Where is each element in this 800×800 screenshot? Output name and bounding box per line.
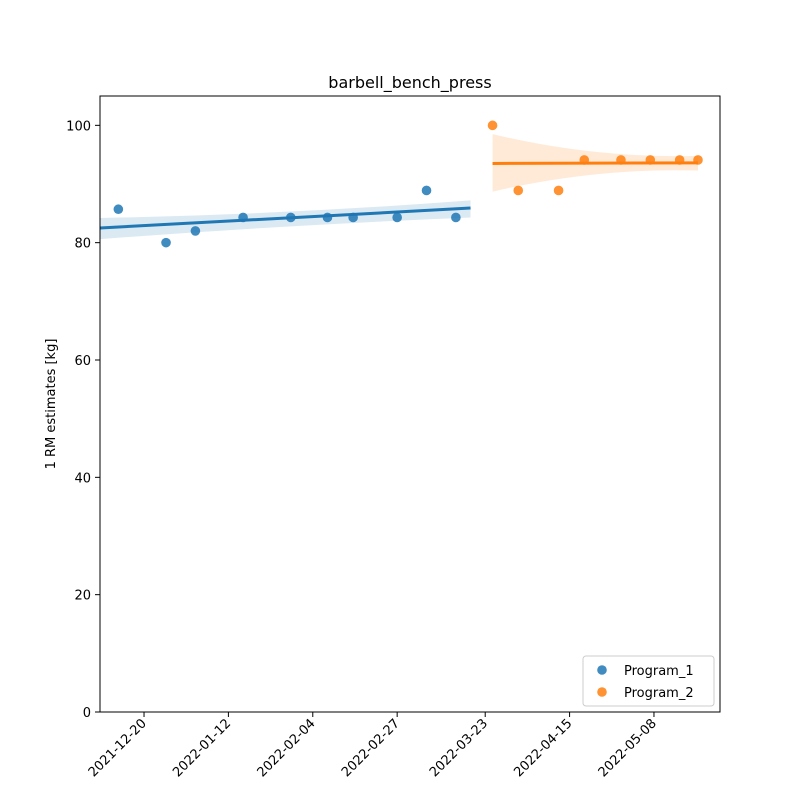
data-point [161,237,171,248]
y-tick-label: 20 [74,589,91,604]
legend-box [582,655,715,707]
data-point [238,212,248,223]
data-point [113,204,124,215]
legend-marker-1 [597,665,607,675]
confidence-band-1 [100,200,471,240]
data-point [513,185,524,196]
y-tick-label: 40 [74,471,91,486]
y-tick-label: 80 [74,237,91,252]
chart-title: barbell_bench_press [328,73,491,93]
x-tick-label: 2021-12-20 [86,716,150,780]
x-tick-label: 2022-05-08 [596,716,660,780]
data-point [348,212,358,223]
data-points [113,120,703,248]
data-point [392,212,402,223]
data-point [553,185,564,196]
x-tick-label: 2022-04-15 [511,716,575,780]
x-tick-label: 2022-02-27 [339,716,403,780]
data-point [645,155,656,165]
data-point [421,185,432,196]
data-point [579,155,590,165]
x-tick-label: 2022-01-12 [170,716,234,780]
x-tick-label: 2022-02-04 [255,716,319,780]
data-point [451,212,461,223]
y-tick-label: 100 [66,119,91,134]
x-tick-label: 2022-03-23 [427,716,491,780]
data-point [487,120,498,131]
trend-lines [99,161,698,230]
plot-frame [99,95,721,713]
legend: Program_1 Program_2 [582,655,715,707]
data-point [285,212,296,223]
data-point [322,212,333,223]
data-point [616,155,626,165]
y-axis-label: 1 RM estimates [kg] [44,339,59,470]
y-tick-label: 60 [74,354,91,369]
data-point [693,155,703,165]
data-point [674,155,685,165]
trend-line-1 [99,206,471,230]
legend-label-1: Program_1 [624,664,694,679]
data-point [190,226,201,236]
legend-marker-2 [597,687,607,697]
y-tick-label: 0 [83,706,91,721]
legend-label-2: Program_2 [624,686,694,701]
trend-line-2 [492,161,698,165]
